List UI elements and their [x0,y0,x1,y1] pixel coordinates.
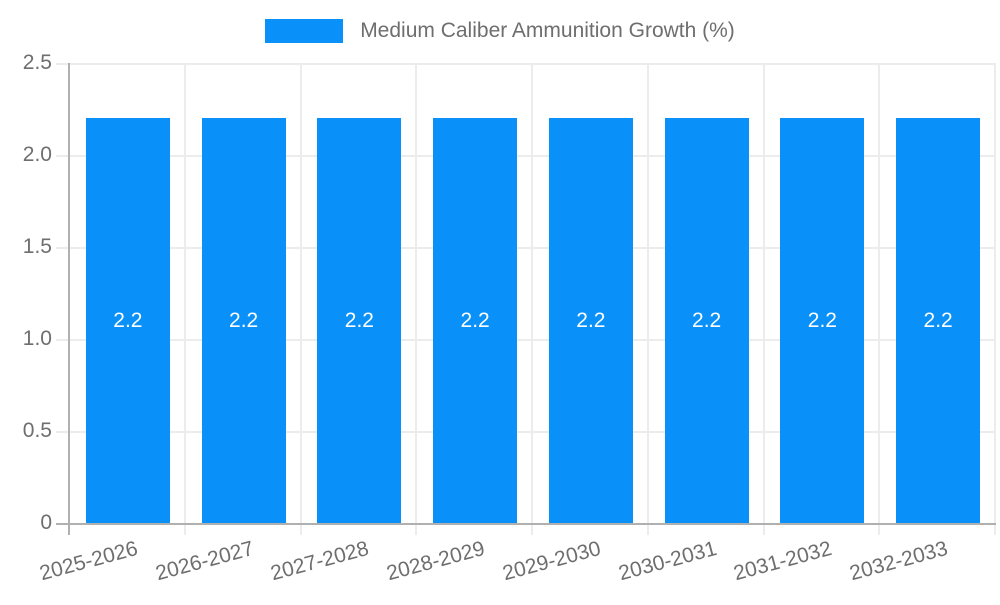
bar-value-label: 2.2 [113,308,143,332]
bar[interactable]: 2.2 [317,118,402,523]
bar[interactable]: 2.2 [201,118,286,523]
bar[interactable]: 2.2 [433,118,518,523]
y-axis-line [68,63,70,535]
bar-value-label: 2.2 [692,308,722,332]
x-gridline [531,63,533,535]
plot-area: 2.2 2.2 2.2 2.2 2.2 2.2 2.2 2.2 [56,63,996,535]
y-tick-label: 2.0 [22,143,52,166]
bar-value-label: 2.2 [923,308,953,332]
bar-value-label: 2.2 [344,308,374,332]
x-gridline [878,63,881,535]
x-gridline [415,63,418,535]
x-axis-line [56,523,996,525]
y-gridline [56,63,996,65]
x-gridline [994,63,996,535]
legend-swatch[interactable] [265,19,344,43]
x-gridline [299,63,302,535]
y-gridline [56,155,996,157]
bar-value-label: 2.2 [460,308,490,332]
y-gridline [56,431,996,433]
bar[interactable]: 2.2 [664,118,749,523]
y-tick-label: 0 [40,511,52,534]
bar-value-label: 2.2 [229,308,259,332]
x-gridline [646,63,649,535]
y-tick-label: 1.5 [22,235,52,258]
y-tick-label: 0.5 [22,419,52,442]
x-gridline [183,63,186,535]
bar[interactable]: 2.2 [896,118,981,523]
x-gridline [762,63,765,535]
y-gridline [56,247,996,249]
y-tick-label: 1.0 [22,327,52,350]
legend: Medium Caliber Ammunition Growth (%) [0,11,1000,51]
bar[interactable]: 2.2 [85,118,170,523]
y-tick-label: 2.5 [22,51,52,74]
bar[interactable]: 2.2 [780,118,865,523]
y-gridline [56,339,996,341]
bar[interactable]: 2.2 [548,118,633,523]
bar-value-label: 2.2 [807,308,837,332]
legend-label[interactable]: Medium Caliber Ammunition Growth (%) [360,19,735,42]
bar-value-label: 2.2 [576,308,606,332]
